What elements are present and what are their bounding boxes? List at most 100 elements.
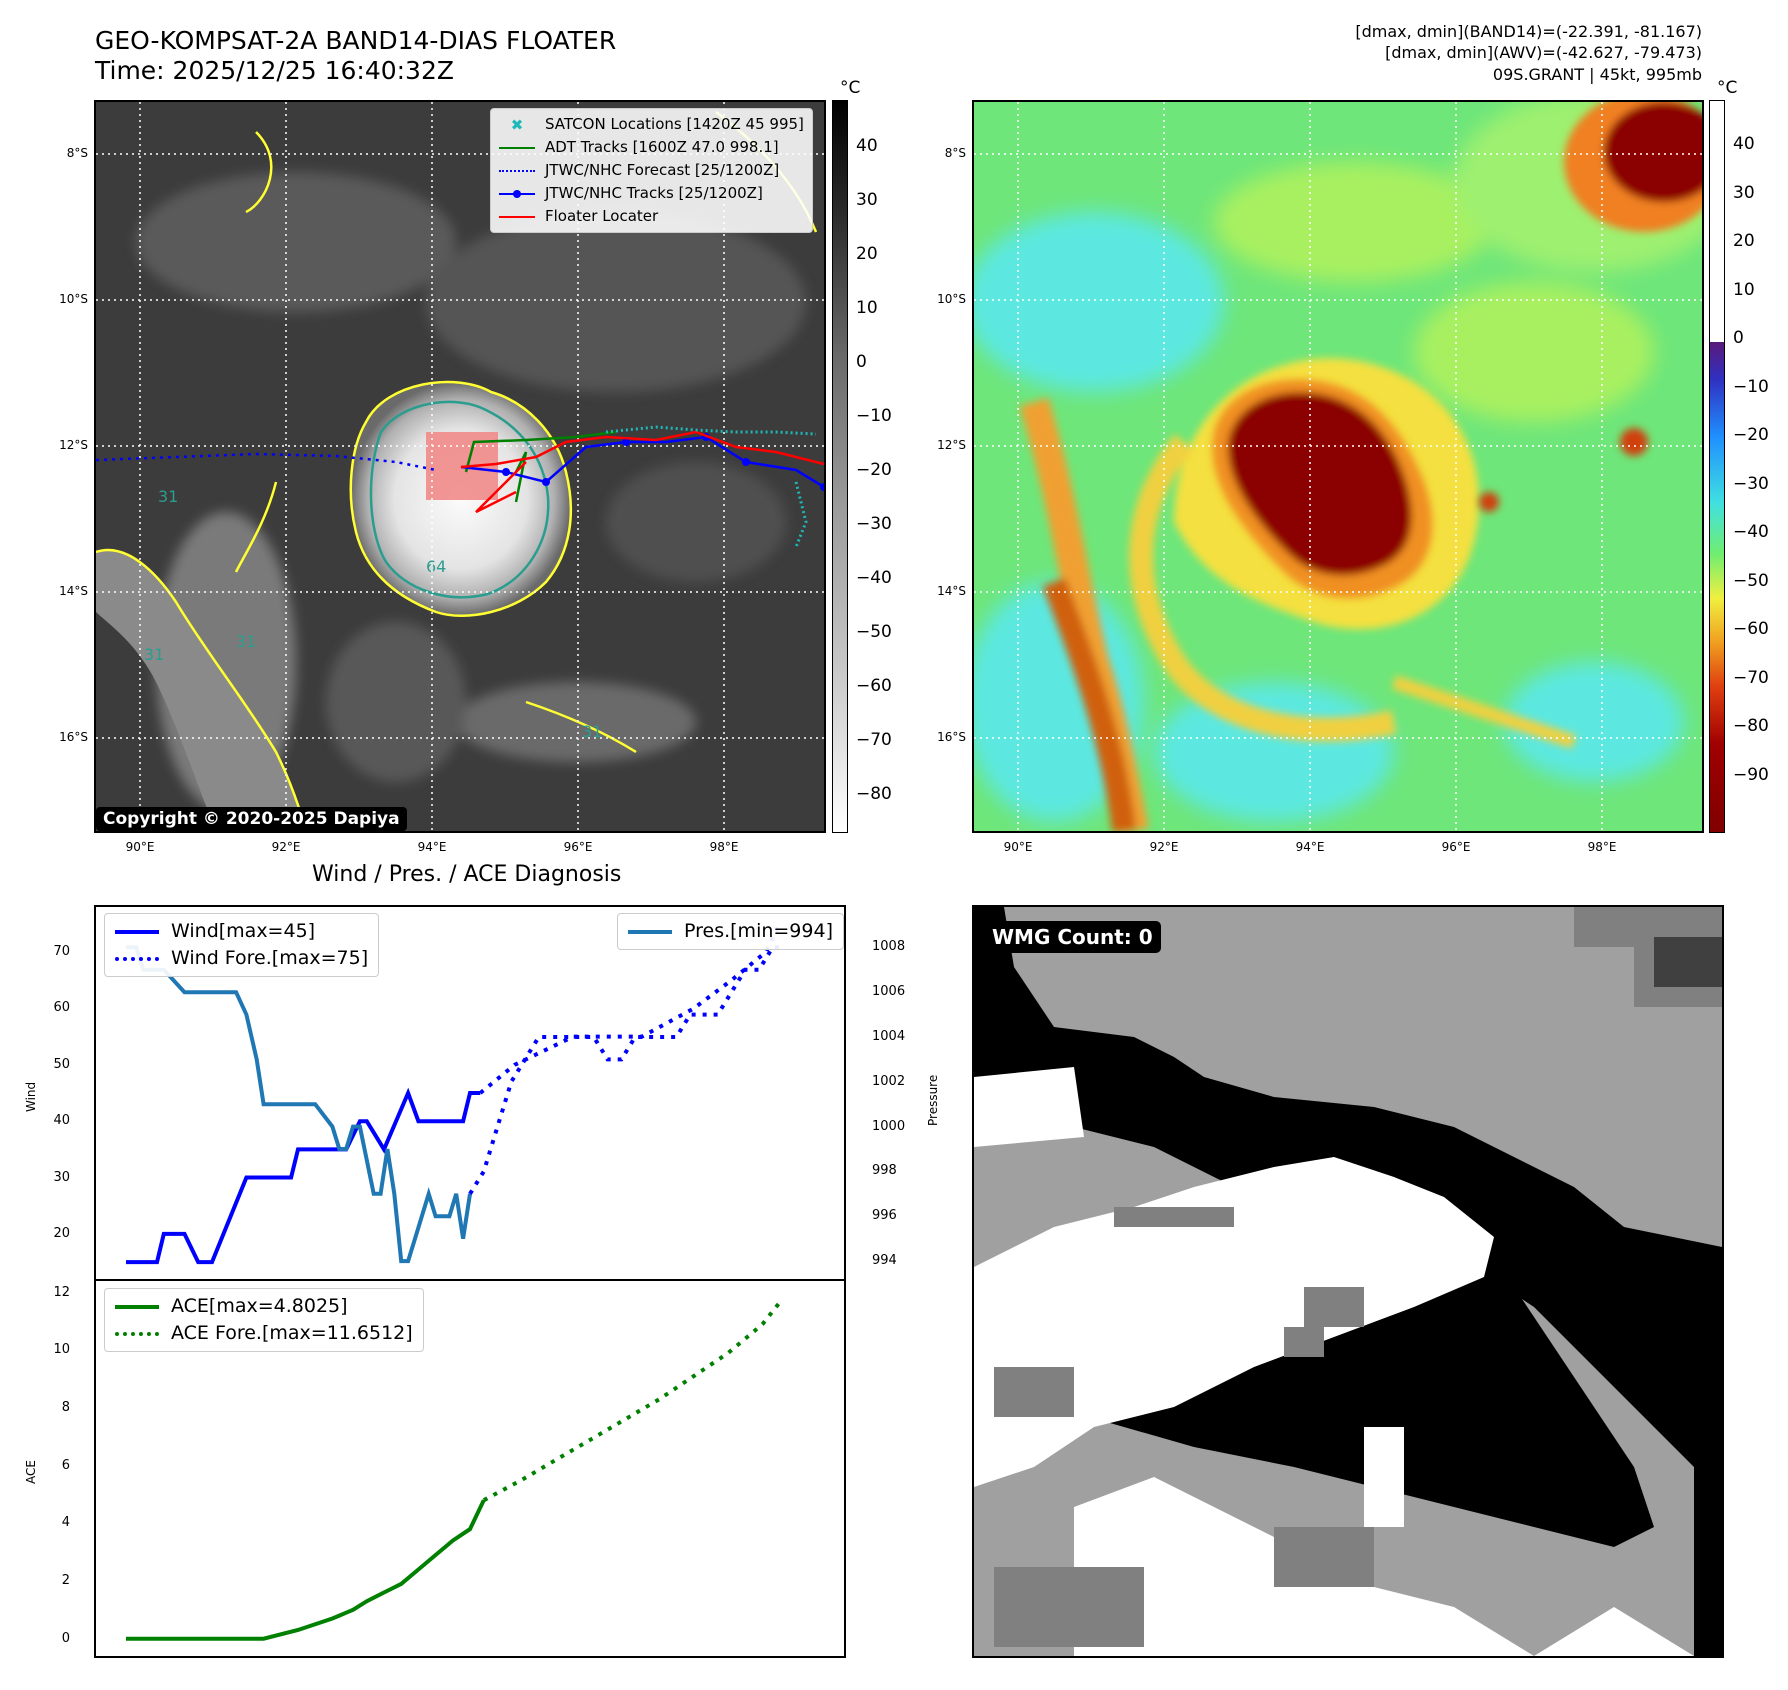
wind-y-tick: 50 xyxy=(53,1056,70,1072)
contour-teal xyxy=(369,400,550,599)
ir-lon-tick: 90°E xyxy=(125,840,155,854)
ace-series-line xyxy=(126,1499,486,1641)
wind-y-tick: 60 xyxy=(53,1000,70,1016)
adt-track xyxy=(464,430,617,473)
ace-y-tick: 4 xyxy=(61,1515,70,1531)
wind-y-tick: 30 xyxy=(53,1169,70,1185)
ir-lat-tick: 10°S xyxy=(59,292,88,306)
pressure-y-tick: 996 xyxy=(872,1208,897,1224)
ir-legend: ✖ SATCON Locations [1420Z 45 995] ADT Tra… xyxy=(490,108,813,233)
wind-y-tick: 40 xyxy=(53,1113,70,1129)
awv-colorbar-unit: °C xyxy=(1717,78,1738,98)
satcon-locations xyxy=(605,425,817,548)
wmg-dark-region xyxy=(974,907,1722,1656)
contour-label: 31 xyxy=(582,722,602,741)
ir-colorbar-tick: −60 xyxy=(856,676,892,696)
contour-label: 31 xyxy=(158,487,178,506)
awv-colorbar-tick: −10 xyxy=(1733,376,1769,397)
ace-y-tick: 2 xyxy=(61,1573,70,1588)
awv-colorbar-tick: 20 xyxy=(1733,231,1755,251)
awv-lon-tick: 90°E xyxy=(1003,840,1033,854)
pressure-y-tick: 1008 xyxy=(872,939,906,955)
ir-colorbar-tick: 30 xyxy=(856,190,878,210)
awv-dry-area xyxy=(1479,102,1702,512)
awv-colorbar-tick: −80 xyxy=(1733,716,1769,736)
ir-lat-tick: 12°S xyxy=(59,438,88,452)
pressure-y-tick: 1004 xyxy=(872,1028,906,1044)
ir-lon-tick: 96°E xyxy=(563,840,593,854)
legend-item-pressure: Pres.[min=994] xyxy=(628,918,833,945)
ir-colorbar-tick: −30 xyxy=(856,514,892,534)
figure-title-line1: GEO-KOMPSAT-2A BAND14-DIAS FLOATER xyxy=(95,26,617,55)
awv-lat-tick: 16°S xyxy=(937,730,966,744)
ir-colorbar xyxy=(832,100,848,833)
contour-label: 31 xyxy=(144,645,164,664)
ir-colorbar-tick: 40 xyxy=(856,136,878,156)
awv-colorbar-tick: −60 xyxy=(1733,619,1769,639)
diagnosis-chart-frame xyxy=(94,905,846,1658)
awv-lat-tick: 10°S xyxy=(937,292,966,306)
legend-item-ace-forecast: ACE Fore.[max=11.6512] xyxy=(115,1320,413,1347)
wind-legend: Wind[max=45] Wind Fore.[max=75] xyxy=(104,913,380,977)
ir-colorbar-tick: 0 xyxy=(856,352,867,372)
ir-colorbar-tick: −40 xyxy=(856,568,892,588)
awv-colorbar-tick: −40 xyxy=(1733,522,1769,542)
awv-colorbar-tick: 10 xyxy=(1733,279,1755,300)
ace-y-tick: 0 xyxy=(61,1630,70,1646)
ir-colorbar-tick: 20 xyxy=(856,244,878,264)
ace-y-tick: 12 xyxy=(53,1284,70,1300)
pressure-y-tick: 1000 xyxy=(872,1118,906,1134)
ir-lat-tick: 16°S xyxy=(59,730,88,744)
legend-item-ace: ACE[max=4.8025] xyxy=(115,1293,413,1320)
info-line3: 09S.GRANT | 45kt, 995mb xyxy=(1492,65,1702,84)
legend-item-adt: ADT Tracks [1600Z 47.0 998.1] xyxy=(499,136,804,159)
pressure-forecast-series-line xyxy=(468,945,780,1195)
ir-colorbar-tick: −50 xyxy=(856,622,892,642)
awv-colorbar-tick: 0 xyxy=(1733,328,1744,348)
copyright-badge: Copyright © 2020-2025 Dapiya xyxy=(96,807,407,831)
awv-colorbar-tick: 30 xyxy=(1733,182,1755,203)
legend-item-satcon: ✖ SATCON Locations [1420Z 45 995] xyxy=(510,115,804,134)
ir-image: 64 31 31 31 31 xyxy=(96,102,824,831)
wind-series-line xyxy=(126,1087,481,1265)
pressure-y-tick: 1006 xyxy=(872,984,906,1000)
awv-storm-core xyxy=(1212,379,1433,599)
awv-lat-tick: 14°S xyxy=(937,584,966,598)
figure-title-line2: Time: 2025/12/25 16:40:32Z xyxy=(95,56,454,85)
floater-locater-track xyxy=(460,430,824,469)
info-line1: [dmax, dmin](BAND14)=(-22.391, -81.167) xyxy=(1355,22,1702,41)
awv-lon-tick: 94°E xyxy=(1295,840,1325,854)
awv-lon-tick: 92°E xyxy=(1149,840,1179,854)
ace-axis-label: ACE xyxy=(24,1460,38,1484)
awv-lon-tick: 96°E xyxy=(1441,840,1471,854)
wind-y-tick: 20 xyxy=(53,1225,70,1241)
jtwc-forecast-track xyxy=(96,452,437,472)
awv-colorbar-tick: −90 xyxy=(1733,764,1769,785)
ir-lat-tick: 14°S xyxy=(59,584,88,598)
wmg-image xyxy=(974,907,1722,1656)
chart-divider xyxy=(94,1279,846,1281)
awv-lon-tick: 98°E xyxy=(1587,840,1617,854)
ace-y-tick: 6 xyxy=(61,1457,70,1473)
ir-colorbar-tick: −80 xyxy=(856,784,892,804)
awv-lat-tick: 12°S xyxy=(937,438,966,452)
ace-y-tick: 10 xyxy=(53,1342,70,1358)
pressure-y-tick: 994 xyxy=(872,1253,897,1269)
diagnosis-title: Wind / Pres. / ACE Diagnosis xyxy=(312,862,622,887)
legend-item-wind: Wind[max=45] xyxy=(115,918,368,945)
pressure-legend: Pres.[min=994] xyxy=(617,913,844,950)
ir-colorbar-tick: −70 xyxy=(856,730,892,750)
ir-lat-tick: 8°S xyxy=(66,146,88,160)
pressure-y-tick: 1002 xyxy=(872,1073,906,1089)
awv-colorbar-tick: 40 xyxy=(1733,134,1755,154)
contour-label: 31 xyxy=(236,632,256,651)
awv-colorbar-tick: −20 xyxy=(1733,425,1769,445)
jtwc-track xyxy=(460,435,824,489)
awv-colorbar-tick: −70 xyxy=(1733,667,1769,688)
ir-lon-tick: 94°E xyxy=(417,840,447,854)
contour-label: 64 xyxy=(426,557,446,576)
awv-image xyxy=(974,102,1702,831)
ir-lon-tick: 92°E xyxy=(271,840,301,854)
wind-y-tick: 70 xyxy=(53,944,70,960)
